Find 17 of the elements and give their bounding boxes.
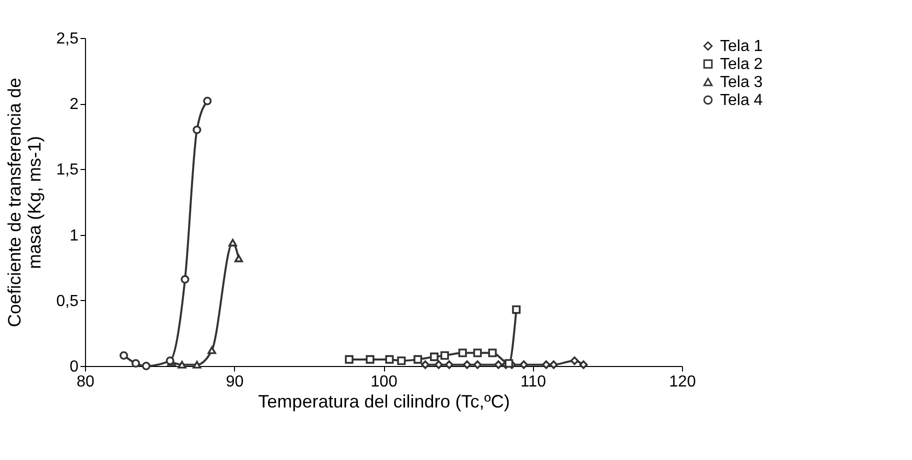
y-tick-label: 2 <box>70 96 79 114</box>
x-tick-label: 90 <box>226 374 244 390</box>
legend-label: Tela 1 <box>720 38 763 55</box>
y-tick-label: 0,5 <box>56 292 79 310</box>
y-axis-title: Coeficiente de transferencia de masa (Kg, ms-1) <box>4 78 44 328</box>
legend-label: Tela 3 <box>720 74 763 91</box>
y-tick-label: 0 <box>70 358 79 376</box>
y-tick-label: 1,5 <box>56 162 79 179</box>
x-tick-label: 100 <box>370 374 398 390</box>
y-tick-label: 1 <box>70 227 79 244</box>
x-tick-label: 120 <box>669 374 696 390</box>
legend-label: Tela 2 <box>720 56 763 73</box>
x-axis-title: Temperatura del cilindro (Tc,ºC) <box>258 392 510 412</box>
y-tick-label: 2,5 <box>56 30 79 48</box>
legend-label: Tela 4 <box>720 92 763 109</box>
x-tick-label: 80 <box>76 374 94 390</box>
x-tick-label: 110 <box>520 374 546 390</box>
